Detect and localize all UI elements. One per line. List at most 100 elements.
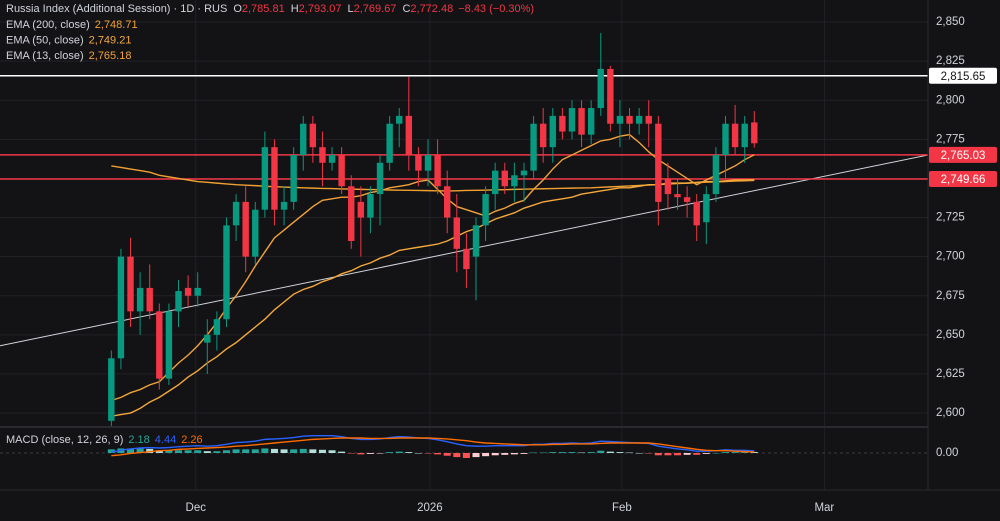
candle-body	[501, 170, 508, 187]
level-label: 2,815.65	[941, 71, 986, 83]
candle-body	[242, 201, 249, 257]
candle-body	[741, 123, 748, 148]
macd-histogram-bar	[520, 453, 528, 454]
macd-title: MACD (close, 12, 26, 9)	[6, 434, 123, 446]
macd-histogram-bar	[453, 453, 461, 458]
macd-histogram-bar	[222, 450, 230, 453]
candle-body	[712, 154, 720, 195]
candle-body	[674, 194, 681, 198]
y-tick-label: 2,700	[936, 251, 965, 263]
ohlc-key: H	[291, 3, 299, 15]
macd-histogram-bar	[568, 452, 576, 453]
macd-histogram-bar	[549, 452, 557, 453]
candle-body	[520, 170, 528, 176]
macd-histogram-bar	[318, 449, 326, 453]
candle-body	[511, 175, 518, 187]
macd-histogram-bar	[184, 450, 192, 453]
candle-body	[587, 108, 595, 135]
candle-body	[453, 217, 461, 249]
candle-body	[693, 201, 700, 226]
signal-line	[111, 437, 755, 457]
candle-body	[184, 287, 192, 296]
x-tick-label: Mar	[814, 502, 834, 514]
candle-body	[616, 115, 624, 124]
macd-histogram-bar	[654, 453, 662, 456]
candle-body	[683, 197, 691, 202]
signal-value: 2.26	[181, 434, 202, 446]
level-label: 2,749.66	[941, 174, 986, 186]
change: −8.43 (−0.30%)	[458, 3, 534, 15]
candle-body	[491, 170, 499, 195]
macd-histogram-bar	[299, 448, 307, 453]
candle-body	[127, 256, 134, 312]
macd-histogram-bar	[395, 451, 403, 453]
macd-histogram-bar	[501, 453, 509, 455]
macd-histogram-bar	[731, 452, 739, 453]
macd-histogram-bar	[127, 448, 135, 453]
candle-body	[645, 115, 652, 124]
candle-body	[549, 115, 556, 148]
ohlc-key: L	[347, 3, 353, 15]
macd-histogram-bar	[530, 452, 538, 454]
macd-histogram-bar	[491, 453, 499, 456]
legend-entry: EMA (50, close) 2,749.21	[6, 34, 131, 46]
macd-histogram-bar	[251, 449, 259, 453]
candle-body	[309, 123, 317, 148]
axes: 2,6002,6252,6502,6752,7002,7252,7502,775…	[186, 16, 997, 514]
candle-body	[194, 287, 201, 296]
ohlc-value: 2,772.48	[410, 3, 453, 15]
macd-histogram-bar	[626, 452, 634, 454]
legend-name: EMA (13, close)	[6, 50, 84, 62]
candle-body	[213, 319, 221, 335]
candle-body	[386, 123, 393, 163]
candle-body	[108, 358, 115, 421]
candle-body	[568, 108, 576, 132]
macd-histogram-bar	[376, 453, 384, 454]
macd-pane	[0, 435, 928, 458]
candle-body	[664, 178, 672, 195]
level-label: 2,765.03	[941, 150, 986, 162]
candle-body	[424, 154, 432, 171]
candle-body	[328, 154, 336, 163]
candle-body	[348, 186, 355, 241]
candle-body	[117, 256, 125, 359]
macd-histogram-bar	[635, 453, 643, 454]
title: Russia Index (Additional Session) · 1D ·…	[6, 3, 227, 15]
macd-histogram-bar	[664, 453, 672, 456]
candle-body	[559, 115, 566, 132]
macd-histogram-bar	[443, 453, 451, 456]
macd-histogram-bar	[328, 450, 336, 453]
macd-hist-value: 2.18	[128, 434, 149, 446]
macd-histogram-bar	[194, 450, 202, 453]
macd-histogram-bar	[213, 451, 221, 453]
candle-body	[482, 194, 489, 226]
macd-histogram-bar	[261, 448, 269, 453]
macd-histogram-bar	[203, 451, 211, 453]
legend-name: EMA (200, close)	[6, 19, 90, 31]
macd-histogram-bar	[645, 453, 653, 454]
macd-histogram-bar	[174, 450, 182, 453]
macd-histogram-bar	[280, 449, 288, 453]
y-tick-label: 2,850	[936, 16, 965, 28]
macd-histogram-bar	[750, 452, 758, 453]
candle-body	[472, 225, 480, 257]
candle-body	[607, 68, 614, 124]
macd-histogram-bar	[482, 453, 490, 457]
candle-body	[703, 194, 710, 223]
legend-value: 2,748.71	[95, 19, 138, 31]
macd-histogram-bar	[558, 452, 566, 453]
macd-histogram-bar	[472, 453, 480, 458]
candle-body	[223, 225, 230, 320]
candle-body	[165, 311, 173, 379]
y-tick-label: 2,650	[936, 329, 965, 341]
legend: Russia Index (Additional Session) · 1D ·…	[6, 3, 534, 446]
chart-title: Russia Index (Additional Session) · 1D ·…	[6, 3, 534, 15]
macd-histogram-bar	[165, 450, 173, 453]
y-tick-label: 2,625	[936, 368, 965, 380]
candle-body	[252, 209, 259, 257]
macd-histogram-bar	[232, 449, 240, 453]
y-tick-label: 2,725	[936, 212, 965, 224]
macd-histogram-bar	[587, 452, 595, 453]
macd-histogram-bar	[424, 453, 432, 454]
macd-histogram-bar	[309, 449, 317, 453]
